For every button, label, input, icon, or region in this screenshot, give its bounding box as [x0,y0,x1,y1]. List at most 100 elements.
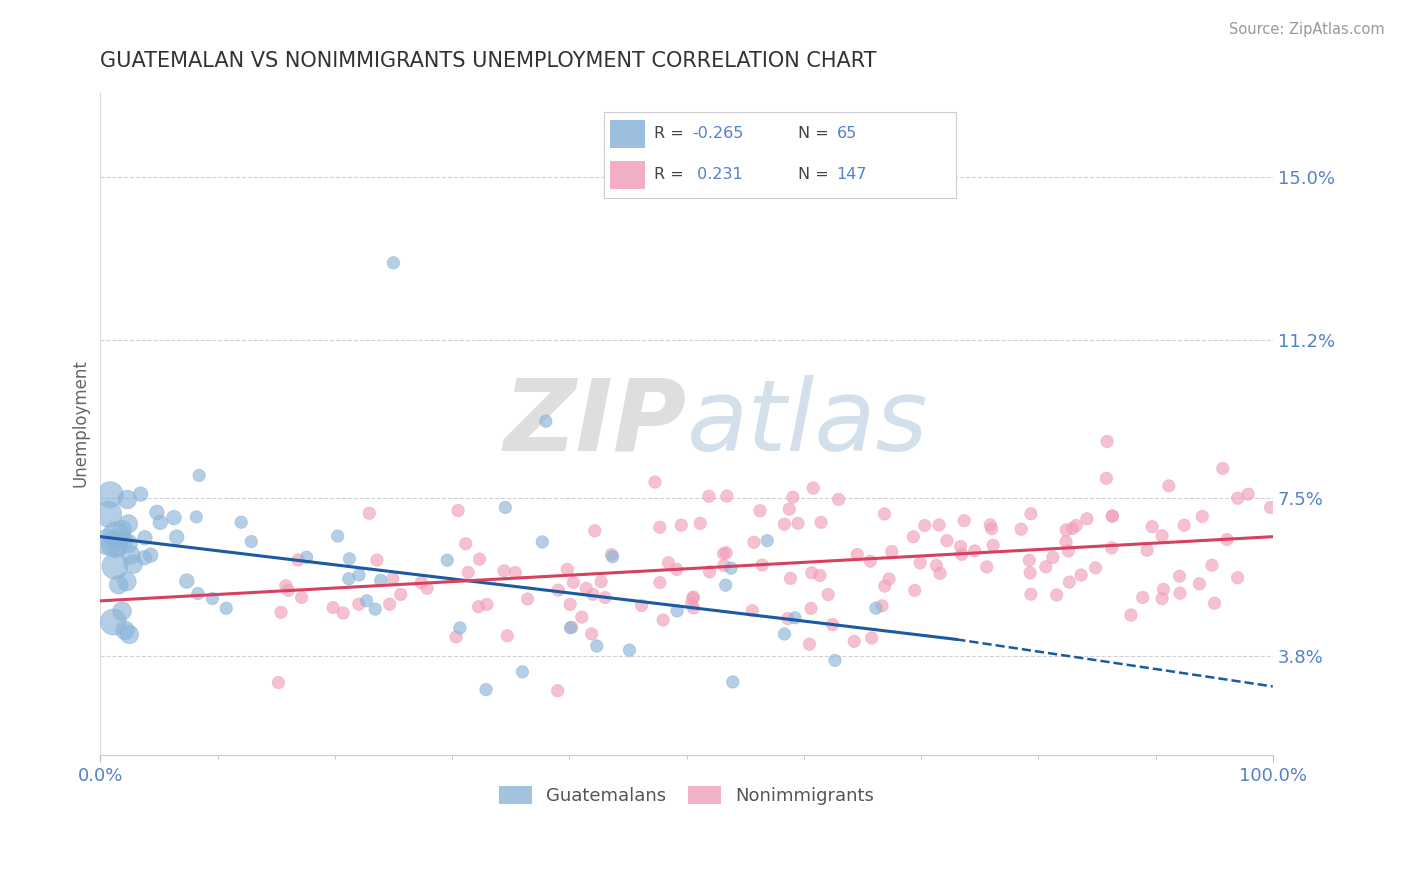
Point [682,591,704,606]
Point [870,599,893,613]
Point [1173,518,1195,533]
Point [697,489,720,503]
Point [201,591,224,606]
Point [827,492,849,507]
Point [1204,596,1226,610]
Point [366,553,388,567]
Point [846,548,869,562]
Text: Source: ZipAtlas.com: Source: ZipAtlas.com [1229,22,1385,37]
Point [1140,519,1163,533]
Point [562,575,585,590]
Point [873,507,896,521]
Point [561,620,583,634]
Point [149,516,172,530]
Point [112,533,135,548]
Point [1070,568,1092,582]
Point [648,575,671,590]
Point [547,683,569,698]
Point [582,587,605,601]
Point [531,535,554,549]
Point [555,562,578,576]
Point [364,602,387,616]
Point [903,530,925,544]
Legend: Guatemalans, Nonimmigrants: Guatemalans, Nonimmigrants [492,779,882,813]
Point [1212,461,1234,475]
Point [935,533,957,548]
Point [120,548,142,562]
Text: GUATEMALAN VS NONIMMIGRANTS UNEMPLOYMENT CORRELATION CHART: GUATEMALAN VS NONIMMIGRANTS UNEMPLOYMENT… [100,51,877,70]
Point [801,481,824,495]
Point [782,490,804,504]
Point [188,468,211,483]
Point [1062,522,1084,536]
Point [547,583,569,598]
Point [981,538,1004,552]
Point [741,604,763,618]
Point [505,566,527,580]
Point [104,528,127,542]
Point [1157,479,1180,493]
Point [821,617,844,632]
Point [581,627,603,641]
Point [1018,553,1040,567]
Point [1057,543,1080,558]
Point [436,553,458,567]
Point [97,535,120,549]
Point [560,621,582,635]
Point [721,675,744,690]
Point [98,488,121,502]
Point [347,597,370,611]
Point [652,613,675,627]
Point [378,597,401,611]
Point [270,605,292,619]
Point [1226,571,1249,585]
Point [950,548,973,562]
Point [494,500,516,515]
Point [454,537,477,551]
Point [1119,607,1142,622]
Point [1042,550,1064,565]
Point [1101,509,1123,524]
Point [904,583,927,598]
Point [129,487,152,501]
Point [107,577,129,591]
Point [600,548,623,562]
Point [602,549,624,564]
Point [382,256,405,270]
Point [1201,558,1223,573]
Point [295,550,318,565]
Point [117,536,139,550]
Point [240,534,263,549]
Point [844,634,866,648]
Point [630,599,652,613]
Point [370,574,392,588]
Point [1153,582,1175,597]
Point [699,565,721,579]
Point [713,547,735,561]
Point [953,514,976,528]
Point [778,502,800,516]
Point [873,579,896,593]
Point [347,568,370,582]
Point [416,581,439,595]
Point [773,627,796,641]
Point [1101,541,1123,555]
Point [457,566,479,580]
Point [516,591,538,606]
Point [1226,491,1249,505]
Point [1064,518,1087,533]
Point [1076,512,1098,526]
Point [1237,487,1260,501]
Point [1216,533,1239,547]
Point [800,601,823,615]
Point [657,556,679,570]
Point [359,506,381,520]
Point [103,537,125,551]
Point [1152,529,1174,543]
Point [1054,534,1077,549]
Point [444,630,467,644]
Point [107,540,129,554]
Point [1095,434,1118,449]
Point [496,629,519,643]
Point [808,568,831,582]
